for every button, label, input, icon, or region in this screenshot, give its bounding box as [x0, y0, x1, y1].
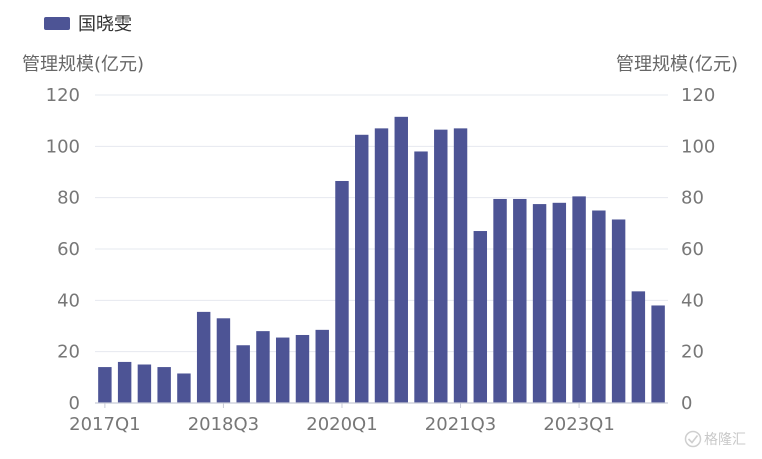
bar: [592, 210, 606, 403]
y-tick-label-right: 40: [681, 290, 704, 311]
bar: [137, 364, 152, 403]
y-tick-label-left: 20: [57, 342, 80, 363]
y-axis-title-right: 管理规模(亿元): [616, 54, 738, 75]
bar-series: [98, 116, 665, 403]
y-tick-label-left: 40: [57, 290, 80, 311]
legend-swatch: [44, 17, 70, 30]
y-axis-right: 0 20 40 60 80 100 120: [681, 85, 715, 414]
bar: [631, 291, 646, 403]
y-tick-label-right: 0: [681, 393, 692, 414]
bar: [374, 128, 389, 403]
bar: [414, 151, 428, 403]
x-tick-label: 2018Q3: [188, 414, 259, 435]
bar: [473, 231, 488, 403]
x-tick-label: 2020Q1: [306, 414, 377, 435]
bar: [651, 305, 665, 403]
bar: [355, 134, 369, 403]
watermark-logo-icon: [684, 430, 702, 448]
bar: [315, 329, 329, 403]
bar: [98, 367, 112, 403]
y-tick-label-left: 60: [57, 239, 80, 260]
bar: [532, 204, 547, 403]
bar: [453, 128, 468, 403]
bar: [493, 198, 507, 403]
bar: [177, 373, 191, 403]
y-tick-label-left: 120: [46, 85, 80, 106]
y-tick-label-right: 100: [681, 136, 715, 157]
x-tick-label: 2017Q1: [69, 414, 140, 435]
bar: [256, 331, 270, 403]
x-tick-label: 2023Q1: [543, 414, 614, 435]
y-tick-label-right: 20: [681, 342, 704, 363]
bar: [295, 334, 310, 403]
y-tick-label-right: 120: [681, 85, 715, 106]
legend: 国晓雯: [44, 14, 132, 35]
bar: [216, 318, 231, 403]
bar: [434, 129, 448, 403]
bar: [117, 361, 132, 403]
legend-label: 国晓雯: [78, 14, 132, 35]
bar: [196, 311, 211, 403]
bar: [552, 202, 567, 403]
y-tick-label-right: 80: [681, 188, 704, 209]
x-tick-label: 2021Q3: [425, 414, 496, 435]
y-tick-label-left: 80: [57, 188, 80, 209]
y-tick-label-left: 100: [46, 136, 80, 157]
x-axis: 2017Q1 2018Q3 2020Q1 2021Q3 2023Q1: [69, 403, 615, 435]
bar: [236, 345, 250, 403]
bar: [572, 196, 586, 403]
y-axis-left: 0 20 40 60 80 100 120: [46, 85, 80, 414]
bar: [275, 337, 290, 403]
bar: [394, 116, 408, 403]
bar: [157, 367, 171, 403]
bar: [611, 219, 626, 403]
bar: [335, 180, 349, 403]
bar: [513, 198, 527, 403]
watermark-text: 格隆汇: [704, 432, 746, 448]
y-tick-label-left: 0: [69, 393, 80, 414]
y-axis-title-left: 管理规模(亿元): [22, 54, 144, 75]
y-tick-label-right: 60: [681, 239, 704, 260]
watermark: 格隆汇: [684, 430, 746, 448]
